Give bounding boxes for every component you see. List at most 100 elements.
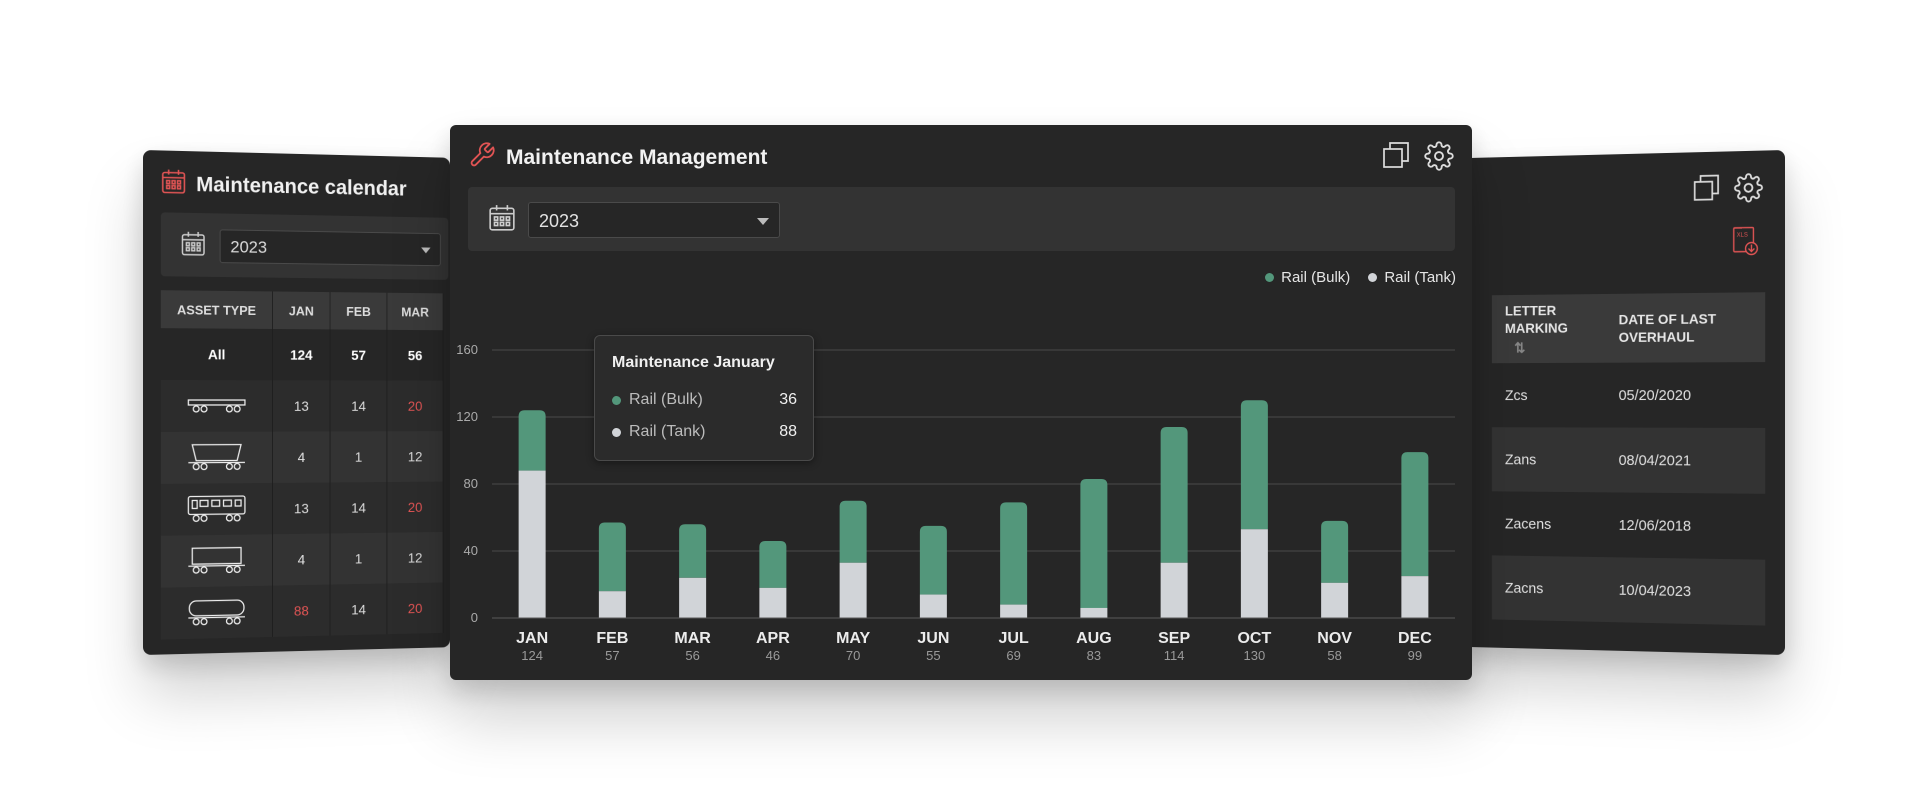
legend-item-tank[interactable]: Rail (Tank): [1368, 269, 1456, 286]
expand-icon[interactable]: [1382, 141, 1410, 176]
bar-bulk[interactable]: [1401, 452, 1428, 576]
expand-icon[interactable]: [1693, 174, 1720, 209]
month-count-cell: 56: [387, 330, 443, 381]
xls-download-icon[interactable]: XLS: [1732, 226, 1760, 261]
legend-swatch: [612, 428, 621, 437]
bar-tank[interactable]: [1080, 608, 1107, 618]
bar-bulk[interactable]: [679, 524, 706, 578]
table-row[interactable]: 13 14 20: [161, 380, 443, 432]
calendar-panel-header: Maintenance calendar: [161, 168, 407, 204]
bar-tank[interactable]: [840, 563, 867, 618]
bar-bulk[interactable]: [1321, 521, 1348, 583]
x-tick-label: JUL: [999, 630, 1029, 647]
x-tick-label: NOV: [1317, 630, 1352, 647]
calendar-icon: [180, 231, 205, 262]
main-panel-header: Maintenance Management: [468, 141, 767, 174]
column-header[interactable]: FEB: [330, 292, 387, 330]
bar-tank[interactable]: [1321, 583, 1348, 618]
x-tick-label: MAY: [836, 630, 870, 647]
tooltip-row-tank: Rail (Tank) 88: [612, 423, 797, 441]
bar-bulk[interactable]: [1080, 479, 1107, 608]
bar-total-label: 69: [1006, 648, 1020, 663]
tooltip-row-bulk: Rail (Bulk) 36: [612, 391, 797, 409]
column-header[interactable]: ASSET TYPE: [161, 290, 273, 329]
month-count-cell: 12: [387, 431, 443, 482]
tooltip-value: 88: [779, 423, 797, 441]
letter-marking-header[interactable]: LETTER MARKING ⇅: [1492, 294, 1605, 363]
table-row[interactable]: Zans 08/04/2021: [1492, 427, 1765, 494]
year-select[interactable]: 2023: [220, 229, 441, 266]
legend-item-bulk[interactable]: Rail (Bulk): [1265, 269, 1350, 286]
month-count-cell: 57: [330, 329, 387, 380]
bar-tank[interactable]: [1401, 576, 1428, 618]
month-count-cell: 14: [330, 380, 387, 431]
bar-total-label: 58: [1327, 648, 1341, 663]
bar-total-label: 99: [1408, 648, 1422, 663]
bar-total-label: 55: [926, 648, 940, 663]
letter-marking-cell: Zcs: [1492, 363, 1605, 428]
chevron-down-icon: [421, 247, 430, 253]
bar-bulk[interactable]: [519, 410, 546, 470]
calendar-icon: [161, 168, 187, 199]
bar-tank[interactable]: [519, 471, 546, 618]
year-select[interactable]: 2023: [528, 202, 780, 238]
table-row[interactable]: All 124 57 56: [161, 328, 443, 381]
overhaul-date-cell: 05/20/2020: [1605, 362, 1765, 428]
bar-bulk[interactable]: [1241, 400, 1268, 529]
overhaul-date-cell: 12/06/2018: [1605, 492, 1765, 559]
column-header[interactable]: JAN: [273, 291, 331, 329]
bar-bulk[interactable]: [1161, 427, 1188, 563]
month-count-cell: 4: [273, 431, 331, 482]
bar-bulk[interactable]: [759, 541, 786, 588]
table-row[interactable]: Zacens 12/06/2018: [1492, 491, 1765, 559]
bar-tank[interactable]: [599, 591, 626, 618]
table-row[interactable]: Zacns 10/04/2023: [1492, 555, 1765, 625]
table-row[interactable]: 4 1 12: [161, 532, 443, 588]
bar-tank[interactable]: [1161, 563, 1188, 618]
column-header[interactable]: MAR: [387, 293, 443, 330]
gear-icon[interactable]: [1734, 173, 1763, 209]
bar-tank[interactable]: [1000, 605, 1027, 618]
letter-marking-cell: Zacns: [1492, 555, 1605, 622]
table-row[interactable]: 88 14 20: [161, 582, 443, 639]
bar-tank[interactable]: [920, 595, 947, 618]
asset-type-cell: All: [161, 328, 273, 380]
last-overhaul-header[interactable]: DATE OF LAST OVERHAUL: [1605, 292, 1765, 363]
tooltip-title: Maintenance January: [612, 354, 775, 372]
bar-total-label: 56: [685, 648, 699, 663]
table-row[interactable]: Zcs 05/20/2020: [1492, 362, 1765, 428]
table-row[interactable]: 13 14 20: [161, 482, 443, 536]
month-count-cell: 1: [330, 431, 387, 482]
y-tick-label: 0: [471, 610, 478, 625]
legend-swatch: [1368, 273, 1377, 282]
passenger-car-icon: [161, 483, 273, 536]
calendar-filter-bar: 2023: [161, 212, 448, 280]
sort-icon[interactable]: ⇅: [1514, 338, 1525, 356]
legend-label: Rail (Tank): [1384, 269, 1456, 286]
calendar-panel-title: Maintenance calendar: [196, 173, 406, 201]
bar-tank[interactable]: [1241, 529, 1268, 618]
bar-bulk[interactable]: [840, 501, 867, 563]
tooltip-label: Rail (Tank): [629, 423, 705, 441]
legend-swatch: [612, 396, 621, 405]
x-tick-label: JAN: [516, 630, 548, 647]
letter-marking-cell: Zans: [1492, 427, 1605, 492]
gear-icon[interactable]: [1424, 141, 1454, 176]
bar-total-label: 130: [1244, 648, 1266, 663]
column-header-label: LETTER MARKING: [1505, 301, 1580, 337]
bar-tank[interactable]: [759, 588, 786, 618]
chevron-down-icon: [757, 218, 769, 225]
bar-bulk[interactable]: [920, 526, 947, 595]
tooltip-label: Rail (Bulk): [629, 391, 703, 409]
bar-bulk[interactable]: [599, 523, 626, 592]
table-row[interactable]: 4 1 12: [161, 431, 443, 484]
month-count-cell: 88: [273, 585, 331, 637]
overhaul-table: LETTER MARKING ⇅ DATE OF LAST OVERHAUL Zc…: [1492, 292, 1765, 625]
overhaul-date-cell: 08/04/2021: [1605, 428, 1765, 494]
bar-bulk[interactable]: [1000, 502, 1027, 604]
y-tick-label: 40: [464, 543, 478, 558]
chart-tooltip: Maintenance January Rail (Bulk) 36 Rail …: [594, 335, 814, 461]
bar-tank[interactable]: [679, 578, 706, 618]
tank-wagon-icon: [161, 586, 273, 640]
maintenance-management-panel: Maintenance Management 2023: [450, 125, 1472, 680]
